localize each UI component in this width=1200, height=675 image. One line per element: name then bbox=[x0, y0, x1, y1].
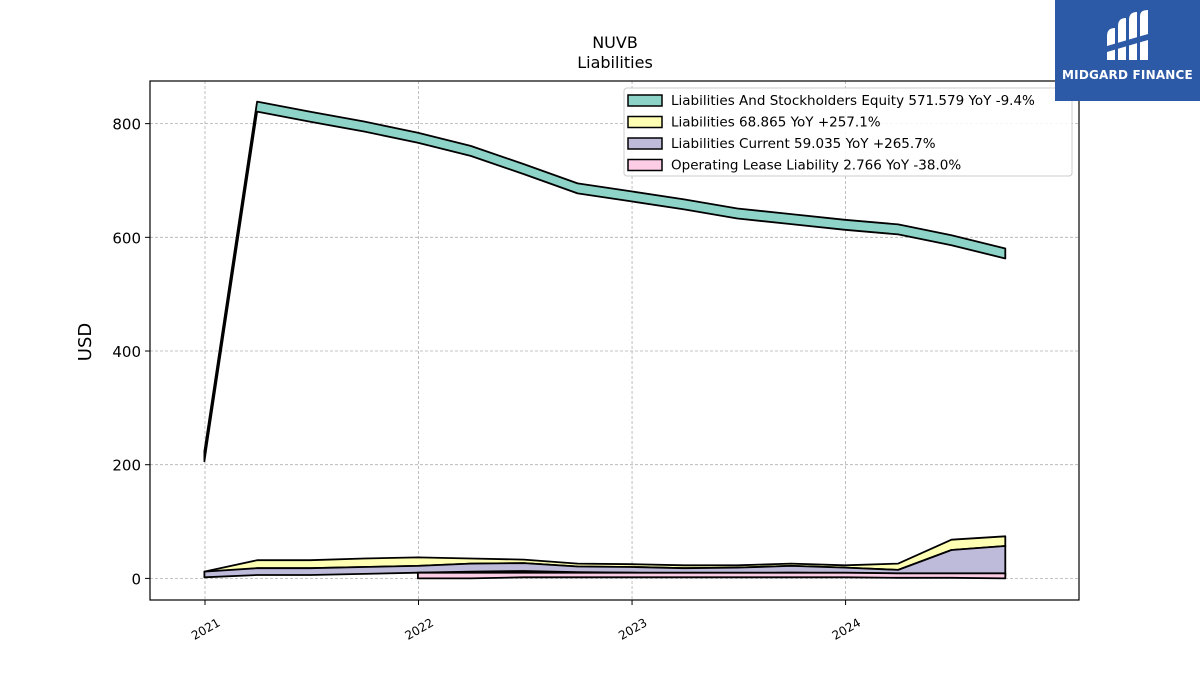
x-tick-label: 2021 bbox=[189, 615, 222, 642]
plot-frame bbox=[149, 80, 1080, 601]
legend-label: Liabilities 68.865 YoY +257.1% bbox=[671, 115, 881, 131]
series-area-3 bbox=[417, 571, 1007, 580]
brand-logo: MIDGARD FINANCE bbox=[1055, 0, 1200, 101]
legend-swatch bbox=[627, 94, 663, 107]
x-tick-label: 2024 bbox=[830, 615, 863, 642]
y-axis-label: USD bbox=[75, 323, 96, 361]
legend-label: Operating Lease Liability 2.766 YoY -38.… bbox=[671, 158, 961, 174]
chart-subtitle: Liabilities bbox=[577, 53, 653, 72]
y-tick-label: 0 bbox=[131, 570, 141, 588]
brand-name: MIDGARD FINANCE bbox=[1062, 68, 1193, 82]
series-area-0 bbox=[203, 100, 1007, 463]
legend-swatch bbox=[627, 137, 663, 150]
series-layer bbox=[203, 100, 1007, 580]
legend-swatch bbox=[627, 158, 663, 172]
legend: Liabilities And Stockholders Equity 571.… bbox=[623, 87, 1073, 177]
chart-title: NUVB bbox=[592, 33, 638, 52]
y-tick-label: 600 bbox=[112, 229, 141, 247]
x-ticks: 2021 2022 2023 2024 bbox=[189, 600, 863, 643]
y-tick-label: 800 bbox=[112, 116, 141, 134]
y-ticks: 0 200 400 600 800 bbox=[112, 116, 150, 588]
legend-box bbox=[623, 87, 1073, 177]
legend-label: Liabilities Current 59.035 YoY +265.7% bbox=[671, 136, 936, 152]
midgard-logo-icon bbox=[1107, 10, 1148, 60]
legend-swatch bbox=[627, 115, 663, 129]
y-tick-label: 200 bbox=[112, 457, 141, 475]
y-tick-label: 400 bbox=[112, 343, 141, 361]
x-tick-label: 2022 bbox=[403, 615, 436, 642]
legend-label: Liabilities And Stockholders Equity 571.… bbox=[671, 93, 1035, 109]
x-tick-label: 2023 bbox=[616, 615, 649, 642]
